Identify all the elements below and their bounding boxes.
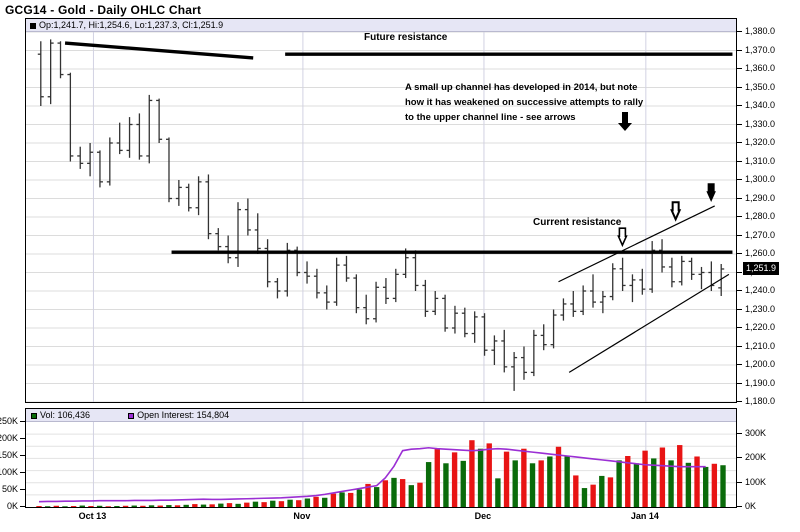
volume-axis-left-tickmark: [20, 489, 25, 490]
volume-axis-right-label: 100K: [745, 476, 767, 487]
price-axis-tickmark: [737, 253, 742, 254]
volume-axis-left-label: 200K: [0, 433, 18, 443]
volume-axis-right-label: 200K: [745, 452, 767, 463]
volume-axis-left-tickmark: [20, 506, 25, 507]
annotation-current-resistance: Current resistance: [533, 217, 622, 228]
x-axis-label: Jan 14: [630, 511, 659, 521]
price-axis-label: 1,310.0: [745, 155, 776, 166]
volume-plot-area: [26, 422, 736, 507]
price-legend-text: Op:1,241.7, Hi:1,254.6, Lo:1,237.3, Cl:1…: [39, 20, 224, 30]
volume-axis-left-tickmark: [20, 421, 25, 422]
price-axis-tickmark: [737, 327, 742, 328]
price-axis-tickmark: [737, 345, 742, 347]
annotation-future-resistance: Future resistance: [364, 32, 448, 43]
volume-axis-left-label: 250K: [0, 416, 18, 426]
x-axis-label: Dec: [474, 511, 492, 521]
price-axis-label: 1,330.0: [745, 118, 776, 129]
open-interest-color-swatch: [128, 413, 135, 419]
volume-axis-right-label: 300K: [745, 428, 767, 439]
price-axis-tickmark: [737, 271, 742, 273]
page-title: GCG14 - Gold - Daily OHLC Chart: [5, 3, 202, 17]
annotation-note-line2: how it has weakened on successive attemp…: [405, 97, 644, 108]
volume-axis-right-tickmark: [737, 433, 742, 435]
open-interest-legend-text: Open Interest: 154,804: [137, 410, 230, 420]
price-axis-tickmark: [737, 401, 742, 402]
volume-axis-left-tickmark: [20, 455, 25, 456]
volume-axis-left-tickmark: [20, 438, 25, 439]
price-axis-label: 1,380.0: [745, 26, 776, 36]
ohlc-square-icon: [30, 23, 36, 29]
volume-axis-left-tickmark: [20, 472, 25, 473]
volume-color-swatch: [31, 413, 37, 419]
volume-axis-right-tickmark: [737, 457, 742, 459]
price-axis-tickmark: [737, 197, 742, 199]
price-chart-panel: Op:1,241.7, Hi:1,254.6, Lo:1,237.3, Cl:1…: [25, 18, 737, 403]
price-axis-label: 1,240.0: [745, 285, 776, 295]
volume-legend: Vol: 106,436 Open Interest: 154,804: [26, 409, 736, 422]
price-axis-tickmark: [737, 142, 742, 143]
price-axis-label: 1,190.0: [745, 377, 776, 388]
volume-axis-right-tickmark: [737, 506, 742, 507]
x-axis-label: Nov: [293, 511, 311, 521]
price-axis-tickmark: [737, 160, 742, 162]
price-axis-label: 1,200.0: [745, 359, 776, 369]
price-axis-label: 1,350.0: [745, 81, 776, 92]
volume-axis-left-label: 100K: [0, 467, 18, 477]
price-legend: Op:1,241.7, Hi:1,254.6, Lo:1,237.3, Cl:1…: [26, 19, 736, 32]
volume-axis-left-label: 50K: [1, 484, 18, 494]
price-axis-tickmark: [737, 234, 742, 236]
price-axis-tickmark: [737, 31, 742, 32]
volume-axis-left-label: 150K: [0, 450, 18, 460]
price-axis-tickmark: [737, 308, 742, 310]
volume-axis-left: 250K 200K 150K 100K 50K 0K: [0, 408, 25, 511]
price-axis-tickmark: [737, 86, 742, 88]
annotation-note-line1: A small up channel has developed in 2014…: [405, 82, 638, 93]
price-axis-label: 1,180.0: [745, 396, 776, 406]
annotation-note: A small up channel has developed in 2014…: [405, 80, 643, 125]
price-axis-tickmark: [737, 49, 742, 51]
price-axis-label: 1,280.0: [745, 211, 776, 221]
price-axis-label: 1,260.0: [745, 248, 776, 258]
price-axis-tickmark: [737, 382, 742, 384]
price-axis: 1,380.0 1,370.0 1,360.0 1,350.0 1,340.0 1,330…: [737, 18, 800, 406]
price-axis-label: 1,320.0: [745, 137, 776, 147]
price-axis-label: 1,340.0: [745, 100, 776, 110]
price-axis-label: 1,210.0: [745, 340, 776, 351]
volume-axis-left-label: 0K: [6, 501, 18, 511]
price-axis-label: 1,360.0: [745, 63, 776, 73]
price-axis-tickmark: [737, 123, 742, 125]
price-axis-label: 1,220.0: [745, 322, 776, 332]
price-axis-tickmark: [737, 364, 742, 365]
price-axis-label: 1,230.0: [745, 303, 776, 314]
current-price-marker: 1,251.9: [743, 261, 780, 275]
price-axis-label: 1,370.0: [745, 44, 776, 55]
price-axis-label: 1,270.0: [745, 229, 776, 240]
volume-bars-svg: [26, 422, 736, 507]
price-axis-tickmark: [737, 216, 742, 217]
price-plot-area: [26, 32, 736, 402]
x-axis: Oct 13 Nov Dec Jan 14: [25, 509, 737, 529]
price-axis-label: 1,300.0: [745, 174, 776, 184]
price-axis-tickmark: [737, 105, 742, 106]
volume-axis-right-tickmark: [737, 481, 742, 483]
price-ohlc-svg: [26, 32, 736, 402]
price-axis-tickmark: [737, 290, 742, 291]
x-axis-label: Oct 13: [78, 511, 107, 521]
volume-axis-right: 300K 200K 100K 0K: [737, 408, 800, 511]
annotation-note-line3: to the upper channel line - see arrows: [405, 112, 576, 123]
volume-chart-panel: Vol: 106,436 Open Interest: 154,804: [25, 408, 737, 508]
price-axis-tickmark: [737, 68, 742, 69]
price-axis-tickmark: [737, 179, 742, 180]
note-arrow-icon: [618, 112, 632, 131]
price-axis-label: 1,290.0: [745, 192, 776, 203]
volume-axis-right-label: 0K: [745, 501, 757, 511]
volume-legend-text: Vol: 106,436: [40, 410, 91, 420]
